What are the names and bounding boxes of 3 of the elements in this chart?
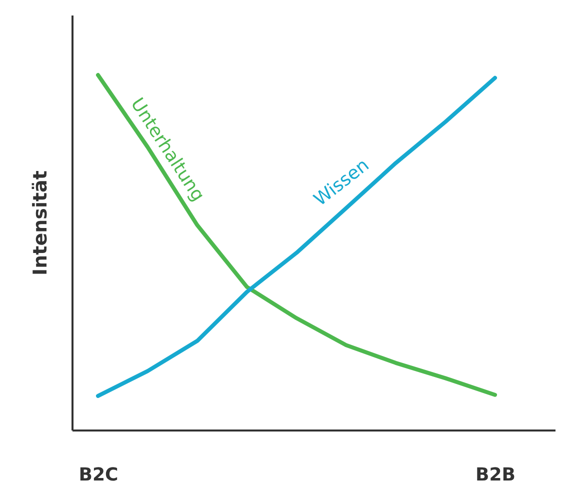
x-tick-label: B2B [476,464,516,485]
y-axis-title: Intensität [30,170,52,276]
x-tick-label: B2C [78,464,118,485]
